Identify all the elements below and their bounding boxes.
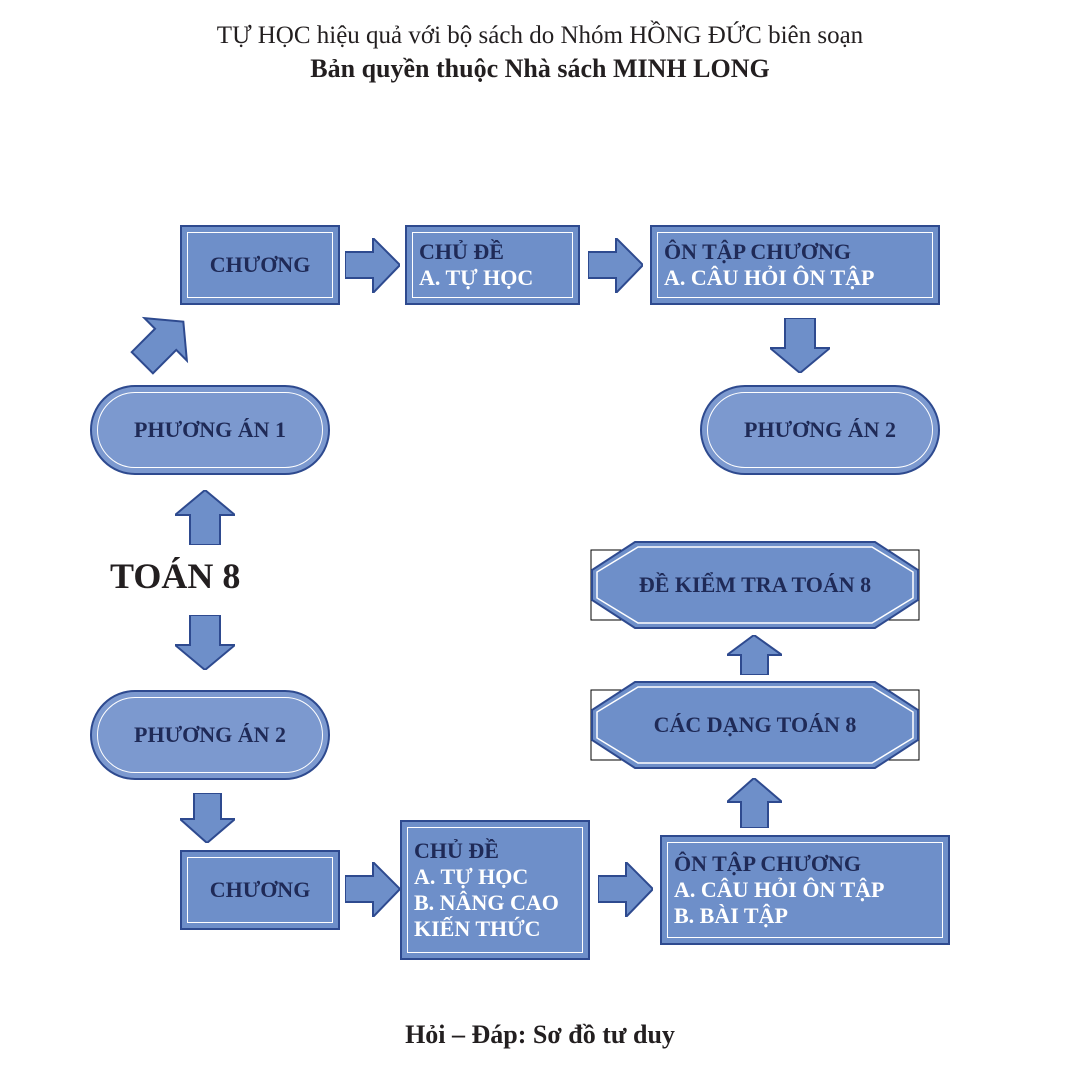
node-label: PHƯƠNG ÁN 2 (744, 417, 896, 443)
node-phuong-an-2-left: PHƯƠNG ÁN 2 (90, 690, 330, 780)
node-line: ÔN TẬP CHƯƠNG (664, 239, 926, 265)
arrow-right-icon (345, 862, 400, 917)
node-chuong-top: CHƯƠNG (180, 225, 340, 305)
node-chuong-bottom: CHƯƠNG (180, 850, 340, 930)
node-on-tap-top: ÔN TẬP CHƯƠNG A. CÂU HỎI ÔN TẬP (650, 225, 940, 305)
node-line: CHỦ ĐỀ (414, 838, 576, 864)
diagram-canvas: TỰ HỌC hiệu quả với bộ sách do Nhóm HỒNG… (0, 0, 1080, 1080)
node-line: A. CÂU HỎI ÔN TẬP (664, 265, 926, 291)
node-line: A. TỰ HỌC (419, 265, 566, 291)
node-cac-dang-toan: CÁC DẠNG TOÁN 8 (590, 680, 920, 770)
node-phuong-an-2-right: PHƯƠNG ÁN 2 (700, 385, 940, 475)
node-line: B. BÀI TẬP (674, 903, 936, 929)
node-phuong-an-1: PHƯƠNG ÁN 1 (90, 385, 330, 475)
node-chu-de-top: CHỦ ĐỀ A. TỰ HỌC (405, 225, 580, 305)
node-label: CHƯƠNG (194, 877, 326, 903)
arrow-up-right-icon (125, 310, 195, 380)
page-header: TỰ HỌC hiệu quả với bộ sách do Nhóm HỒNG… (0, 22, 1080, 84)
node-line: A. TỰ HỌC (414, 864, 576, 890)
arrow-up-icon (727, 778, 782, 828)
arrow-right-icon (345, 238, 400, 293)
header-line-2: Bản quyền thuộc Nhà sách MINH LONG (0, 54, 1080, 84)
arrow-up-icon (727, 635, 782, 675)
node-chu-de-bottom: CHỦ ĐỀ A. TỰ HỌC B. NÂNG CAO KIẾN THỨC (400, 820, 590, 960)
node-line: KIẾN THỨC (414, 916, 576, 942)
arrow-right-icon (598, 862, 653, 917)
node-label: ĐỀ KIỂM TRA TOÁN 8 (590, 540, 920, 630)
node-label: CHƯƠNG (194, 252, 326, 278)
node-line: B. NÂNG CAO (414, 890, 576, 916)
node-label: CÁC DẠNG TOÁN 8 (590, 680, 920, 770)
header-line-1: TỰ HỌC hiệu quả với bộ sách do Nhóm HỒNG… (0, 22, 1080, 50)
center-title: TOÁN 8 (110, 555, 240, 597)
node-de-kiem-tra: ĐỀ KIỂM TRA TOÁN 8 (590, 540, 920, 630)
node-line: CHỦ ĐỀ (419, 239, 566, 265)
arrow-up-icon (175, 490, 235, 545)
node-line: ÔN TẬP CHƯƠNG (674, 851, 936, 877)
arrow-down-icon (770, 318, 830, 373)
page-footer: Hỏi – Đáp: Sơ đồ tư duy (0, 1020, 1080, 1050)
node-label: PHƯƠNG ÁN 1 (134, 417, 286, 443)
node-on-tap-bottom: ÔN TẬP CHƯƠNG A. CÂU HỎI ÔN TẬP B. BÀI T… (660, 835, 950, 945)
arrow-down-icon (175, 615, 235, 670)
node-line: A. CÂU HỎI ÔN TẬP (674, 877, 936, 903)
arrow-down-icon (180, 793, 235, 843)
node-label: PHƯƠNG ÁN 2 (134, 722, 286, 748)
arrow-right-icon (588, 238, 643, 293)
